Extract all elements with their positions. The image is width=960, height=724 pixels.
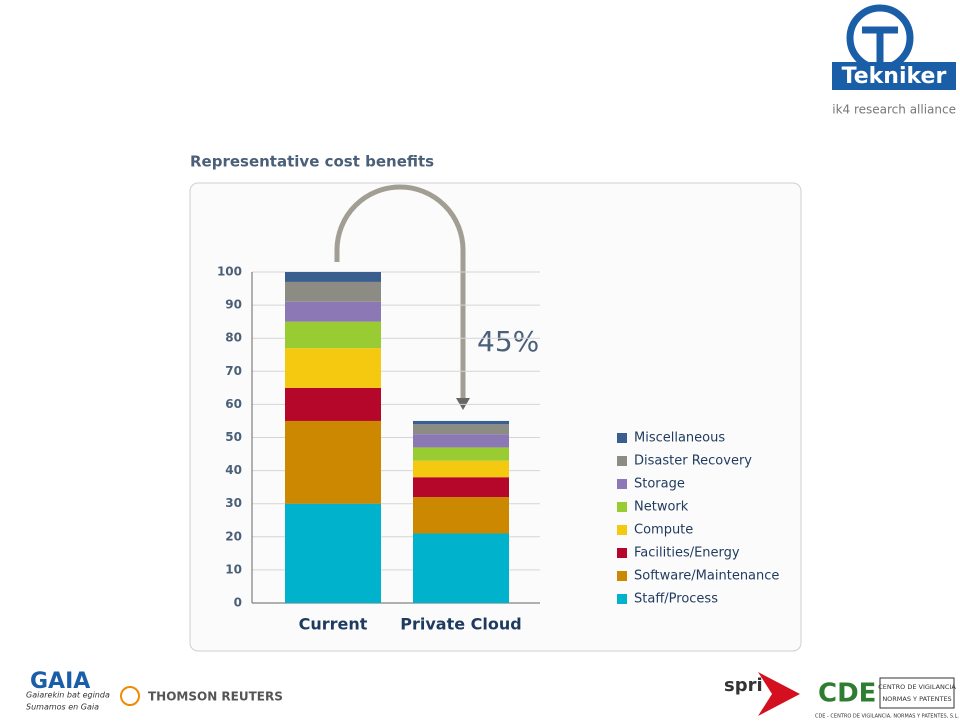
legend-label: Staff/Process	[634, 592, 718, 607]
y-tick-label: 20	[225, 529, 242, 543]
legend-swatch	[617, 479, 627, 489]
y-tick-label: 100	[217, 265, 242, 279]
gaia-tagline: Gaiarekin bat eginda	[26, 691, 110, 700]
cde-caption: CDE - CENTRO DE VIGILANCIA, NORMAS Y PAT…	[815, 714, 959, 720]
legend-swatch	[617, 456, 627, 466]
alliance-text: ik4 research alliance	[832, 103, 956, 117]
y-tick-label: 50	[225, 430, 242, 444]
legend-swatch	[617, 594, 627, 604]
gaia-tagline: Sumamos en Gaia	[26, 703, 99, 712]
gaia-logo: GAIA	[30, 669, 90, 694]
bar-segment	[413, 420, 509, 425]
legend-label: Compute	[634, 523, 693, 538]
bar-segment	[413, 460, 509, 478]
y-tick-label: 0	[234, 596, 242, 610]
y-tick-label: 40	[225, 463, 242, 477]
x-tick-label: Current	[299, 615, 368, 634]
bar-segment	[285, 281, 381, 302]
bar-segment	[285, 272, 381, 282]
bar-segment	[285, 387, 381, 421]
y-tick-label: 60	[225, 397, 242, 411]
spri-logo: spri	[724, 675, 763, 696]
legend-swatch	[617, 433, 627, 443]
bar-segment	[413, 424, 509, 435]
y-tick-label: 10	[225, 562, 242, 576]
bar-segment	[413, 447, 509, 461]
bar-segment	[285, 348, 381, 388]
legend-swatch	[617, 571, 627, 581]
bar-segment	[285, 503, 381, 603]
legend-label: Miscellaneous	[634, 431, 725, 446]
cde-box-text: CENTRO DE VIGILANCIA	[878, 683, 956, 691]
tekniker-name: Tekniker	[842, 64, 947, 89]
cde-logo: CDE	[818, 679, 876, 709]
bar-segment	[413, 434, 509, 448]
cde-box	[879, 677, 955, 709]
spri-emblem	[758, 672, 800, 716]
tekniker-banner	[832, 62, 956, 90]
legend-swatch	[617, 502, 627, 512]
reduction-label: 45%	[477, 325, 539, 358]
y-tick-label: 80	[225, 331, 242, 345]
legend-label: Disaster Recovery	[634, 454, 752, 469]
reduction-arrow	[334, 184, 466, 400]
bar-segment	[285, 301, 381, 322]
legend-swatch	[617, 548, 627, 558]
legend-label: Network	[634, 500, 689, 515]
legend-label: Storage	[634, 477, 685, 492]
chart-title: Representative cost benefits	[190, 153, 434, 171]
legend-label: Software/Maintenance	[634, 569, 779, 584]
y-tick-label: 90	[225, 298, 242, 312]
y-tick-label: 30	[225, 496, 242, 510]
thomson-emblem	[120, 686, 140, 706]
x-tick-label: Private Cloud	[400, 615, 521, 634]
legend-swatch	[617, 525, 627, 535]
cde-box-text: NORMAS Y PATENTES	[882, 695, 951, 703]
bar-segment	[413, 497, 509, 534]
bar-segment	[413, 533, 509, 603]
thomson-logo: THOMSON REUTERS	[148, 690, 283, 704]
bar-segment	[413, 477, 509, 498]
legend-label: Facilities/Energy	[634, 546, 740, 561]
tekniker-emblem-t	[862, 26, 898, 62]
bar-segment	[285, 321, 381, 349]
y-tick-label: 70	[225, 364, 242, 378]
bar-segment	[285, 420, 381, 504]
